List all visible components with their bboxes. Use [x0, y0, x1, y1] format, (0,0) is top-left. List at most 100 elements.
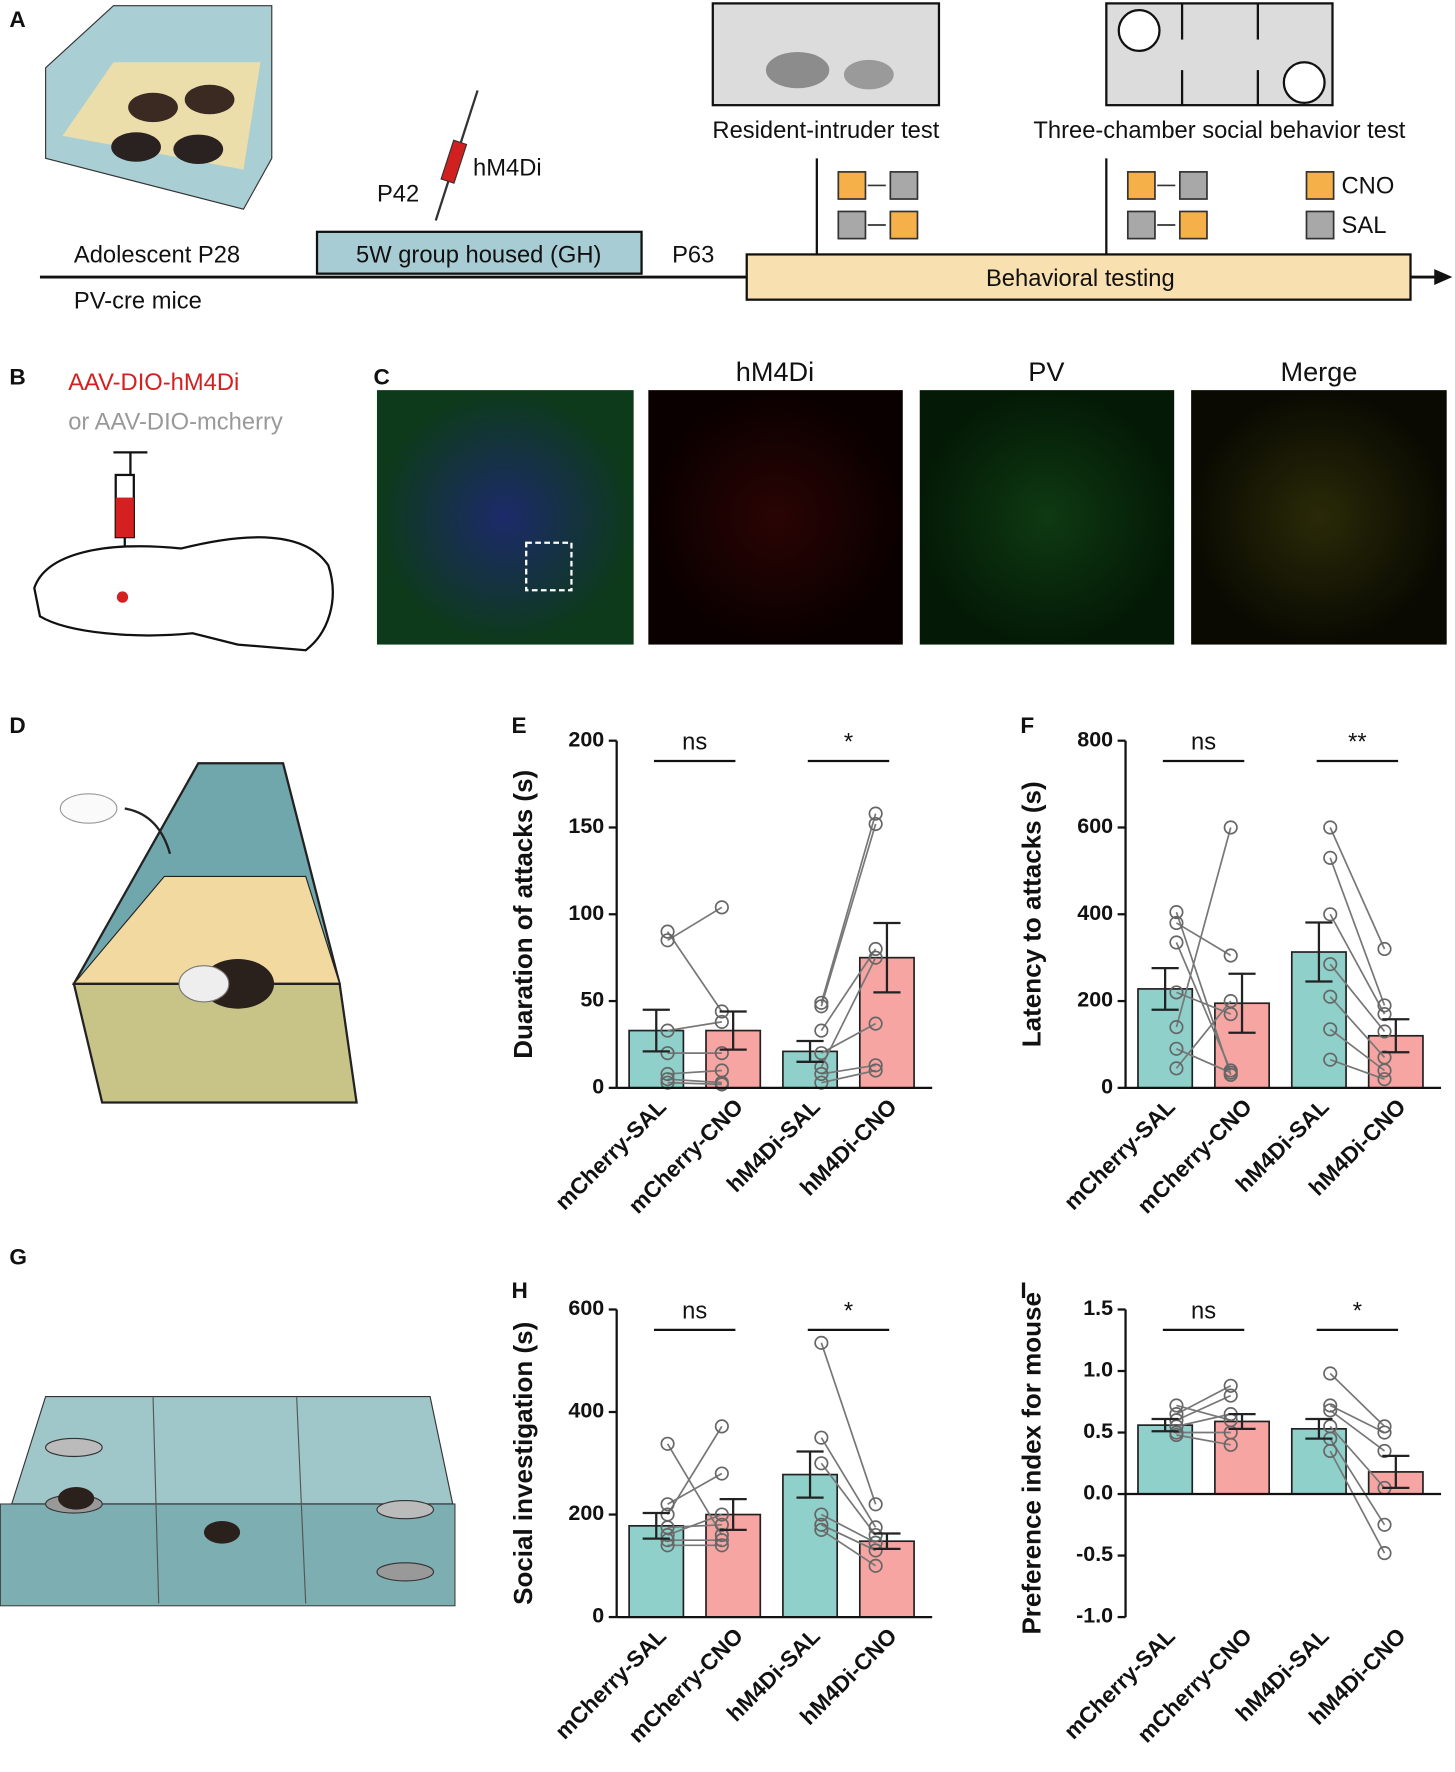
micrograph — [1191, 390, 1447, 645]
cup — [45, 1437, 103, 1458]
data-point — [1323, 820, 1338, 835]
data-point — [1169, 1020, 1184, 1035]
data-point — [1377, 1517, 1392, 1532]
pair-line — [820, 957, 877, 1068]
pair-line — [667, 1472, 723, 1506]
data-point — [868, 950, 883, 965]
significance-label: ** — [1348, 730, 1366, 756]
square — [837, 210, 867, 240]
image-title: Merge — [1280, 356, 1357, 387]
data-point — [714, 1533, 729, 1548]
pair-line — [820, 813, 877, 1004]
data-point — [1169, 905, 1184, 920]
intruder — [178, 965, 230, 1003]
bar — [1290, 951, 1347, 1089]
y-tick-label: 200 — [568, 1501, 604, 1525]
data-point — [1169, 935, 1184, 950]
pair-line — [1176, 1434, 1231, 1446]
arrow-head — [1434, 269, 1453, 285]
pair-line — [820, 1524, 876, 1552]
pair-line — [666, 1425, 723, 1515]
data-point — [1377, 1546, 1392, 1561]
data-point — [714, 1077, 729, 1092]
pair-line — [820, 1529, 877, 1567]
y-tick-label: 100 — [568, 901, 604, 925]
label: Adolescent P28 — [74, 242, 240, 268]
pair-line — [1329, 827, 1386, 950]
pair-line — [1329, 1438, 1386, 1526]
pair-line — [1329, 1409, 1386, 1452]
data-point — [1223, 993, 1238, 1009]
data-point — [814, 1522, 829, 1537]
data-point — [868, 1016, 883, 1031]
y-tick-label: 50 — [580, 988, 604, 1012]
legend-label: CNO — [1342, 173, 1395, 199]
mouse — [128, 92, 178, 123]
pair-line — [821, 1064, 876, 1075]
label: Resident-intruder test — [712, 118, 939, 144]
significance-label: ns — [1191, 730, 1216, 756]
data-point — [814, 995, 829, 1010]
panel-d — [59, 762, 358, 1104]
pair-line — [1329, 1372, 1386, 1427]
label: AAV-DIO-hM4Di — [68, 370, 239, 396]
mouse — [173, 134, 224, 164]
pair-line — [1176, 1413, 1231, 1428]
bar-chart: 0200400600800mCherry-SALmCherry-CNOhM4Di… — [1017, 727, 1442, 1218]
divider — [296, 1396, 307, 1604]
bar-chart: 0200400600mCherry-SALmCherry-CNOhM4Di-SA… — [508, 1296, 933, 1748]
data-point — [1323, 989, 1338, 1004]
data-point — [660, 933, 675, 948]
y-tick-label: 150 — [568, 814, 604, 838]
data-point — [1169, 1419, 1184, 1434]
data-point — [660, 1046, 675, 1061]
data-point — [1323, 1398, 1338, 1413]
mouse — [184, 84, 235, 115]
data-point — [1323, 957, 1338, 972]
data-point — [814, 1430, 829, 1445]
y-tick-label: 200 — [1077, 988, 1113, 1012]
data-point — [1377, 1072, 1392, 1087]
pair-line — [1329, 1028, 1386, 1072]
mouse — [203, 1520, 241, 1544]
y-tick-label: 1.5 — [1083, 1296, 1113, 1320]
data-point — [1223, 1388, 1238, 1403]
pair-line — [1329, 963, 1386, 1032]
cage-image — [711, 2, 941, 107]
label: or AAV-DIO-mcherry — [68, 410, 283, 436]
panel-label: B — [9, 364, 25, 389]
data-point — [714, 1419, 729, 1434]
significance-label: * — [844, 730, 853, 756]
label: Three-chamber social behavior test — [1033, 118, 1405, 144]
data-point — [1377, 1063, 1392, 1078]
mouse — [58, 1487, 95, 1510]
cup — [376, 1500, 435, 1520]
panel-label: E — [512, 713, 527, 738]
pair-line — [1176, 1394, 1232, 1421]
pair-line — [1175, 827, 1232, 1028]
cup — [1282, 61, 1326, 105]
data-point — [1169, 1398, 1184, 1413]
pair-line — [1329, 1450, 1386, 1554]
panel-a: Adolescent P28 PV-cre mice 5W group hous… — [39, 2, 1453, 315]
pair-line — [820, 1462, 877, 1536]
data-point — [660, 1527, 675, 1543]
panel-label: C — [374, 364, 390, 389]
data-point — [868, 806, 883, 821]
mouse — [765, 52, 830, 89]
data-point — [660, 1072, 675, 1087]
data-point — [1377, 998, 1392, 1013]
data-point — [660, 924, 675, 939]
syringe-fill — [115, 497, 134, 538]
y-axis-label: Social investigation (s) — [508, 1322, 538, 1605]
data-point — [814, 1066, 829, 1082]
panel-label: D — [9, 713, 25, 738]
square — [1126, 210, 1156, 240]
y-tick-label: 0.0 — [1083, 1481, 1113, 1505]
data-point — [1377, 1024, 1392, 1039]
pair-line — [666, 931, 723, 1012]
pair-line — [667, 1081, 722, 1086]
label: Behavioral testing — [986, 266, 1175, 292]
panel-labels: A B C D E F G H I — [9, 7, 1034, 1303]
pair-line — [1329, 913, 1386, 1015]
